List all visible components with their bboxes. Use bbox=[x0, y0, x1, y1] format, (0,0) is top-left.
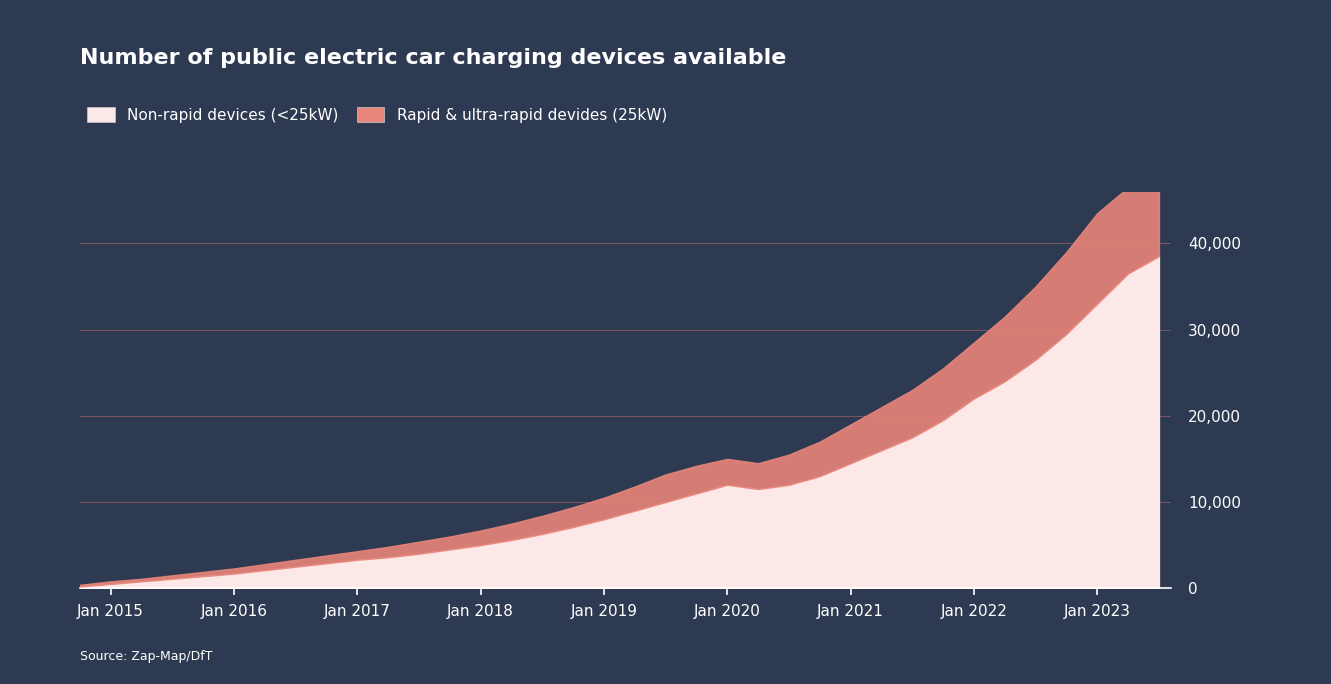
Legend: Non-rapid devices (<25kW), Rapid & ultra-rapid devides (25kW): Non-rapid devices (<25kW), Rapid & ultra… bbox=[88, 107, 667, 123]
Text: Number of public electric car charging devices available: Number of public electric car charging d… bbox=[80, 48, 787, 68]
Text: Source: Zap-Map/DfT: Source: Zap-Map/DfT bbox=[80, 650, 213, 663]
